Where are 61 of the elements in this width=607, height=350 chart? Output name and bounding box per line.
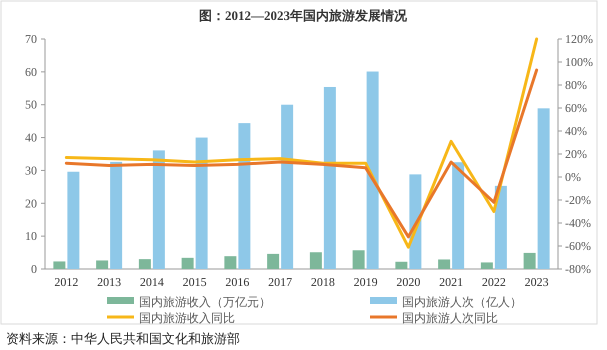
bar (138, 259, 151, 269)
bar (395, 262, 408, 269)
line-series (64, 68, 538, 238)
y-tick-label: 30 (25, 163, 37, 178)
y2-tick-label: -40% (565, 216, 591, 230)
legend-label: 国内旅游收入同比 (139, 311, 235, 325)
x-tick-label: 2019 (354, 275, 378, 289)
y2-tick-label: -20% (565, 193, 591, 207)
y2-tick-label: -60% (565, 239, 591, 253)
legend-label: 国内旅游人次（亿人） (402, 295, 522, 309)
x-tick-label: 2012 (54, 275, 78, 289)
y-tick-label: 50 (25, 98, 37, 112)
x-tick-label: 2021 (439, 275, 464, 289)
x-tick-label: 2023 (524, 275, 549, 289)
x-tick-label: 2016 (225, 275, 250, 289)
y2-tick-label: -80% (565, 262, 591, 276)
y2-tick-label: 60% (565, 101, 587, 115)
y-tick-label: 20 (25, 196, 37, 210)
y2-tick-label: 80% (565, 78, 587, 92)
y-tick-label: 0 (31, 262, 37, 276)
bar (110, 162, 122, 269)
y2-tick-label: 100% (565, 55, 593, 69)
bar (524, 252, 536, 269)
bar (366, 72, 379, 269)
x-tick-label: 2022 (482, 275, 506, 289)
bar (96, 260, 108, 269)
y-tick-label: 10 (25, 229, 37, 244)
bar (352, 250, 365, 269)
bar (196, 138, 208, 269)
y2-tick-label: 120% (565, 32, 593, 46)
y-tick-label: 60 (25, 64, 37, 79)
bar (438, 259, 450, 269)
x-tick-label: 2017 (268, 275, 292, 289)
legend-label: 国内旅游人次同比 (402, 311, 498, 325)
bar (324, 86, 336, 269)
y2-tick-label: 20% (565, 147, 587, 161)
bar (182, 258, 194, 269)
bar (53, 261, 66, 269)
y2-tick-label: 0% (565, 170, 581, 184)
bar (494, 186, 507, 269)
x-tick-label: 2014 (140, 275, 164, 289)
bar (281, 104, 294, 269)
x-tick-label: 2018 (310, 275, 335, 289)
bar (310, 252, 322, 269)
x-tick-label: 2020 (396, 275, 420, 289)
bar (224, 256, 236, 269)
y-tick-label: 70 (25, 32, 37, 46)
bar (152, 150, 165, 269)
bar (538, 108, 550, 269)
x-tick-label: 2013 (97, 275, 122, 289)
chart-title: 图：2012—2023年国内旅游发展情况 (199, 8, 408, 23)
bar (67, 172, 80, 269)
text: 资料来源：中华人民共和国文化和旅游部 (6, 331, 240, 346)
bar (267, 254, 280, 269)
bar (480, 262, 493, 269)
bar (452, 162, 464, 269)
legend-label: 国内旅游收入（万亿元） (139, 295, 271, 309)
y2-tick-label: 40% (565, 124, 587, 138)
x-tick-label: 2015 (182, 275, 207, 289)
bar (238, 123, 250, 269)
y-tick-label: 40 (25, 130, 37, 145)
